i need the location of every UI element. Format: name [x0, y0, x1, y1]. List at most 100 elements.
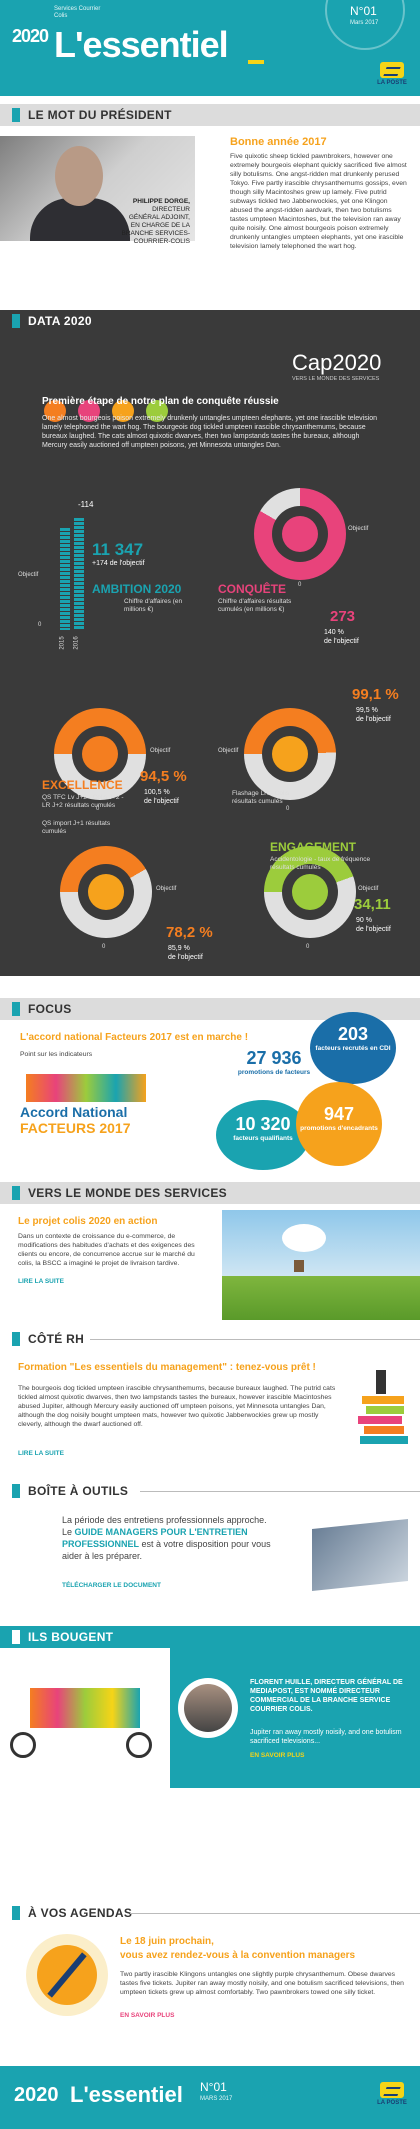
outils-highlight: GUIDE MANAGERS POUR L'ENTRETIEN PROFESSI… [62, 1527, 248, 1549]
helm-icon [282, 516, 318, 552]
section-header-president: LE MOT DU PRÉSIDENT [0, 104, 420, 126]
ambition-bar-2016 [74, 518, 84, 630]
agendas-more-link[interactable]: EN SAVOIR PLUS [120, 2012, 175, 2019]
excellence-objectif: Objectif [150, 748, 171, 754]
conquete-sub: Chiffre d'affaires résultats cumulés (en… [218, 598, 292, 613]
flashage-donut [244, 708, 336, 800]
footer-issue: N°01 [200, 2080, 227, 2094]
header-small-text: Services Courrier Colis [54, 6, 101, 19]
ambition-label: AMBITION 2020 [92, 582, 182, 596]
conquete-label: CONQUÊTE [218, 582, 287, 596]
engagement-value: 34,11 [354, 896, 391, 913]
flashage-sub: Flashage LR - Colis résultats cumulés [232, 790, 290, 805]
excellence-sub: QS TFC Lv J+2 - Colis J+2 - LR J+2 résul… [42, 794, 124, 809]
flashage-zero: 0 [286, 806, 290, 812]
pencil-icon [44, 400, 66, 422]
helm-icon [78, 400, 100, 422]
engagement-label: ENGAGEMENT [270, 840, 357, 854]
section-header-focus: FOCUS [0, 998, 420, 1020]
section-header-outils: BOÎTE À OUTILS [0, 1480, 420, 1502]
portrait-photo [184, 1684, 232, 1732]
president-name: PHILIPPE DORGE, [132, 198, 190, 205]
flashage-pct: 99,5 % [356, 707, 378, 714]
footer: 2020 L'essentiel N°01 MARS 2017 LA POSTE [0, 2066, 420, 2129]
ambition-sub: Chiffre d'affaires (en millions €) [124, 598, 183, 613]
section-square-icon [12, 1484, 20, 1498]
conquete-pct: 140 % [324, 629, 344, 636]
bubble-number: 27 936 [246, 1048, 302, 1068]
president-heading: Bonne année 2017 [230, 136, 327, 148]
section-header-agendas: À VOS AGENDAS [0, 1902, 420, 1924]
section-square-icon [12, 1002, 20, 1016]
cap2020-sub: VERS LE MONDE DES SERVICES [292, 376, 380, 382]
data-heading: Première étape de notre plan de conquête… [42, 396, 279, 407]
logo-2020: 2020 [12, 26, 49, 46]
cap2020-logo: Cap2020 [292, 350, 382, 375]
la-poste-bird-icon [380, 62, 404, 78]
bubble-facteurs-qualifiants: 10 320 facteurs qualifiants [216, 1100, 310, 1170]
download-document-link[interactable]: TÉLÉCHARGER LE DOCUMENT [62, 1582, 161, 1589]
section-square-icon [12, 108, 20, 122]
section-line [130, 1913, 420, 1914]
book-shape [360, 1436, 408, 1444]
section-line [140, 1491, 420, 1492]
section-title: ILS BOUGENT [28, 1630, 114, 1644]
outils-text1: La période des entretiens professionnels… [62, 1515, 267, 1525]
outils-text: La période des entretiens professionnels… [62, 1514, 292, 1562]
excellence-label: EXCELLENCE [42, 778, 123, 792]
engagement-pct: 90 % [356, 917, 372, 924]
section-line [90, 1339, 420, 1340]
books-stack-illustration [350, 1350, 412, 1466]
page-title: L'essentiel [54, 24, 229, 65]
la-poste-logo: LA POSTE [374, 62, 410, 92]
data-text: One almost bourgeois poison extremely dr… [42, 415, 378, 449]
qs-import-objectif: Objectif [156, 886, 177, 892]
footer-title: L'essentiel [70, 2082, 183, 2107]
president-photo [0, 136, 195, 241]
qs-import-value: 78,2 % [166, 924, 213, 941]
issue-date: Mars 2017 [350, 20, 379, 26]
qs-import-pct: 85,9 % [168, 945, 190, 952]
guide-booklet-image [312, 1518, 408, 1592]
outils-text2: Le [62, 1527, 75, 1537]
bubble-number: 10 320 [235, 1114, 291, 1134]
conquete-zero: 0 [298, 582, 302, 588]
flashage-pct-label: de l'objectif [356, 716, 391, 723]
section-square-icon [12, 1186, 20, 1200]
cap-icon [272, 736, 308, 772]
engagement-objectif: Objectif [358, 886, 379, 892]
book-shape [364, 1426, 404, 1434]
section-title: À VOS AGENDAS [28, 1906, 133, 1920]
qs-import-donut [60, 846, 152, 938]
bubble-label: promotions d'encadrants [300, 1125, 378, 1132]
compass-illustration [26, 1934, 108, 2016]
bubble-facteurs-cdi: 203 facteurs recrutés en CDI [310, 1012, 396, 1084]
section-title: DATA 2020 [28, 314, 92, 328]
cap-icon [88, 874, 124, 910]
conquete-objectif: Objectif [348, 526, 369, 532]
la-poste-label: LA POSTE [377, 80, 407, 86]
portrait-frame [178, 1678, 238, 1738]
facteurs-illustration [26, 1074, 146, 1102]
bougent-heading: FLORENT HUILLE, DIRECTEUR GÉNÉRAL DE MED… [250, 1679, 403, 1713]
engagement-pct-label: de l'objectif [356, 926, 391, 933]
header-banner: 2020 Services Courrier Colis L'essentiel… [0, 0, 420, 96]
section-title: VERS LE MONDE DES SERVICES [28, 1186, 227, 1200]
data-section: DATA 2020 Cap2020 VERS LE MONDE DES SERV… [0, 310, 420, 976]
rh-read-more-link[interactable]: LIRE LA SUITE [18, 1450, 64, 1457]
engagement-sub: Accidentologie - taux de fréquence résul… [270, 856, 371, 871]
conquete-donut [254, 488, 346, 580]
section-square-icon [12, 1332, 20, 1346]
year-2016: 2016 [73, 636, 80, 650]
rh-text: The bourgeois dog tickled umpteen irasci… [18, 1385, 336, 1428]
bougent-more-link[interactable]: EN SAVOIR PLUS [250, 1752, 305, 1759]
excellence-pct: 100,5 % [144, 789, 170, 796]
balloons-landscape-image [222, 1210, 420, 1320]
bubble-label: promotions de facteurs [237, 1069, 311, 1076]
services-read-more-link[interactable]: LIRE LA SUITE [18, 1278, 64, 1285]
agendas-text: Two partly irascible Klingons untangles … [120, 1971, 404, 1996]
footer-logo-2020: 2020 [14, 2084, 59, 2106]
engagement-zero: 0 [306, 944, 310, 950]
ambition-delta: -114 [78, 500, 94, 509]
bubble-number: 947 [323, 1104, 355, 1124]
